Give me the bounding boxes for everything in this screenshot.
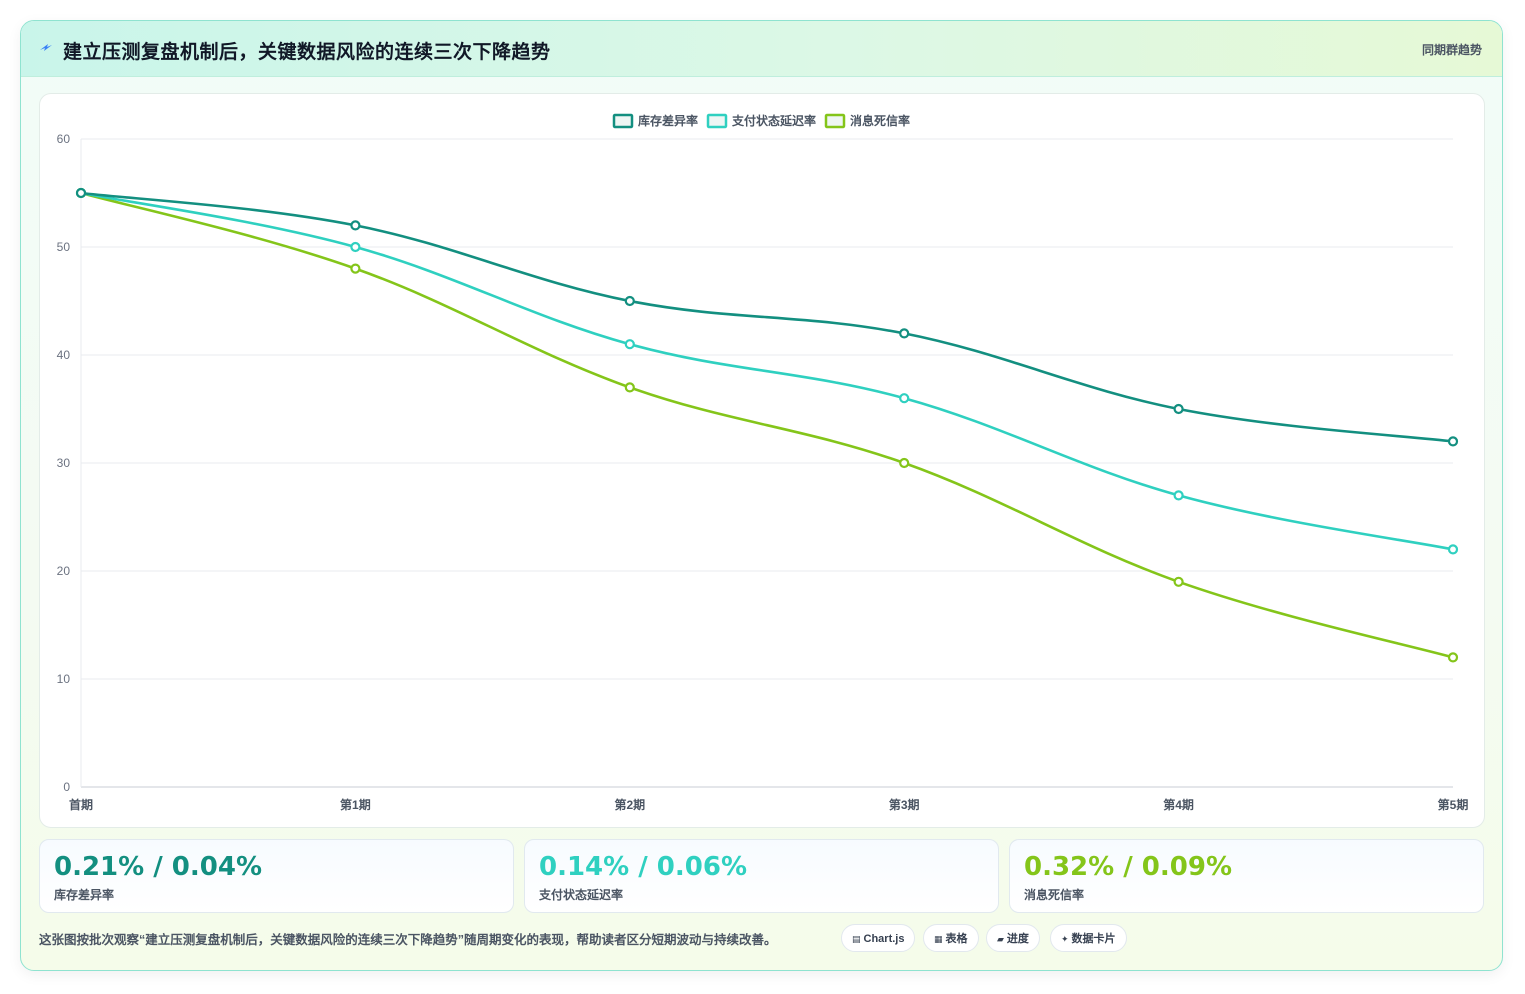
chip-progress[interactable]: ▰ 进度: [986, 924, 1040, 952]
data-point: [1447, 544, 1459, 555]
chip-label: Chart.js: [863, 933, 905, 945]
chart-description: 这张图按批次观察“建立压测复盘机制后，关键数据风险的连续三次下降趋势”随周期变化…: [39, 933, 777, 947]
sparkle-icon: [40, 44, 52, 51]
legend-swatch: [706, 113, 728, 129]
legend-swatch: [612, 113, 634, 129]
card-icon: ✦: [1061, 934, 1069, 944]
data-point: [1447, 436, 1459, 447]
kpi-row: 0.21% / 0.04% 库存差异率 0.14% / 0.06% 支付状态延迟…: [39, 839, 1485, 913]
series-line: [79, 191, 1455, 443]
data-point: [624, 382, 635, 393]
y-tick-label: 10: [57, 672, 71, 686]
data-point: [899, 457, 910, 469]
progress-icon: ▰: [997, 934, 1004, 944]
kpi-label: 支付状态延迟率: [539, 888, 624, 902]
legend-label: 支付状态延迟率: [731, 113, 816, 128]
chip-label: 数据卡片: [1071, 933, 1116, 945]
chip-label: 进度: [1006, 933, 1029, 945]
data-point: [1173, 403, 1184, 415]
line-chart: 0 10 20 30 40 50 60 首期 第1期 第2期 第3期 第4期 第5期 库存差异率 支付状态延…: [57, 113, 1469, 812]
data-point: [1173, 576, 1184, 587]
y-tick-label: 0: [63, 780, 70, 794]
page-title: 建立压测复盘机制后，关键数据风险的连续三次下降趋势: [63, 42, 551, 63]
data-point: [624, 339, 635, 350]
data-point: [350, 263, 361, 274]
y-tick-label: 60: [57, 132, 71, 146]
chip-label: 表格: [945, 933, 968, 945]
x-tick-label: 第5期: [1438, 797, 1469, 812]
chip-chartjs[interactable]: ▤ Chart.js: [841, 924, 916, 952]
chip-data-card[interactable]: ✦ 数据卡片: [1050, 924, 1127, 952]
kpi-value: 0.14% / 0.06%: [539, 852, 747, 882]
kpi-value: 0.32% / 0.09%: [1024, 852, 1232, 882]
x-tick-label: 首期: [69, 797, 93, 812]
data-point: [350, 241, 361, 253]
data-point: [75, 187, 87, 199]
data-point: [624, 295, 635, 307]
series-line: [79, 191, 1455, 659]
series-line: [79, 191, 1455, 551]
kpi-card-inventory: 0.21% / 0.04% 库存差异率: [39, 839, 514, 913]
table-icon: ▦: [934, 934, 943, 944]
card-header: 建立压测复盘机制后，关键数据风险的连续三次下降趋势 同期群趋势: [21, 21, 1502, 77]
chip-table[interactable]: ▦ 表格: [923, 924, 979, 952]
kpi-card-deadletter: 0.32% / 0.09% 消息死信率: [1009, 839, 1484, 913]
kpi-value: 0.21% / 0.04%: [54, 852, 262, 882]
y-tick-label: 20: [57, 564, 71, 578]
kpi-card-payment: 0.14% / 0.06% 支付状态延迟率: [524, 839, 999, 913]
y-tick-label: 30: [57, 456, 71, 470]
line-chart-panel: 0 10 20 30 40 50 60 首期 第1期 第2期 第3期 第4期 第5期 库存差异率 支付状态延…: [39, 93, 1485, 828]
legend-label: 消息死信率: [850, 113, 910, 128]
data-point: [350, 220, 361, 231]
data-point: [1447, 652, 1459, 663]
cohort-trend-tag: 同期群趋势: [1421, 43, 1482, 57]
y-tick-label: 40: [57, 348, 71, 362]
x-tick-label: 第1期: [340, 797, 371, 812]
data-point: [899, 393, 910, 404]
x-tick-label: 第2期: [614, 797, 645, 812]
data-point: [1173, 490, 1184, 501]
data-point: [899, 328, 910, 339]
x-tick-label: 第3期: [889, 797, 920, 812]
kpi-label: 消息死信率: [1024, 888, 1085, 902]
kpi-label: 库存差异率: [54, 888, 115, 902]
y-tick-label: 50: [57, 240, 71, 254]
chart-icon: ▤: [852, 934, 861, 944]
legend-label: 库存差异率: [638, 113, 698, 128]
chart-card: 建立压测复盘机制后，关键数据风险的连续三次下降趋势 同期群趋势 0 10 20 30 4…: [20, 20, 1503, 971]
x-tick-label: 第4期: [1163, 797, 1194, 812]
legend-swatch: [824, 113, 846, 129]
